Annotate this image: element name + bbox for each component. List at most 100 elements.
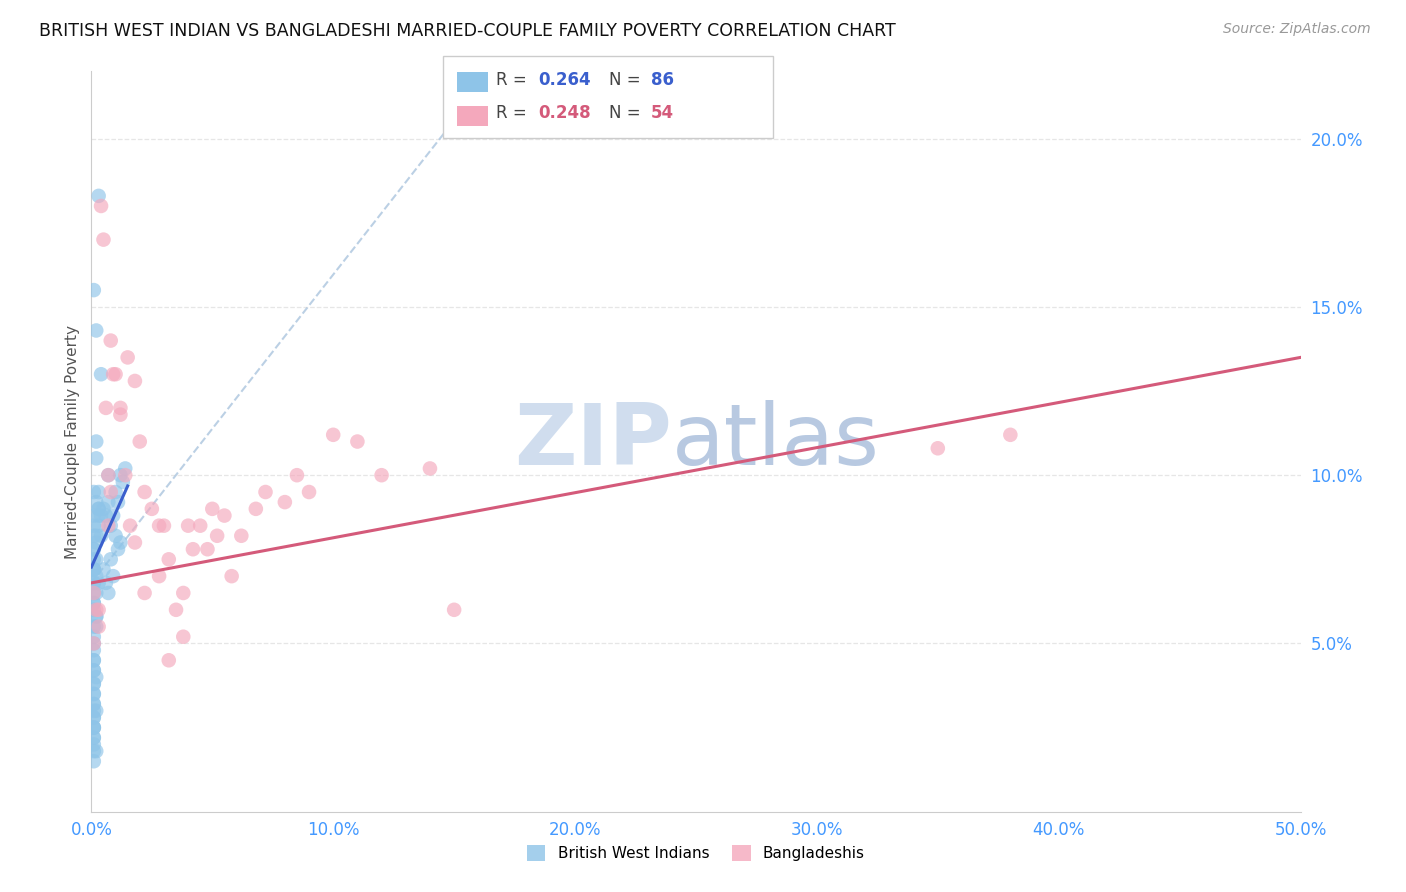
Point [84, 744, 107, 758]
Point [90, 199, 112, 213]
Point [172, 586, 194, 600]
Point [100, 552, 122, 566]
Point [104, 368, 127, 382]
Point [148, 569, 170, 583]
Point [94, 508, 117, 523]
Point [83, 508, 105, 523]
Point [107, 542, 129, 557]
Text: 54: 54 [651, 104, 673, 122]
Point [83, 603, 105, 617]
Point [83, 596, 105, 610]
Point [83, 575, 105, 590]
Point [83, 664, 105, 678]
Point [93, 562, 115, 576]
Point [84, 495, 107, 509]
Point [927, 442, 949, 456]
Point [114, 461, 136, 475]
Point [83, 710, 105, 724]
Point [84, 704, 107, 718]
Text: 86: 86 [651, 71, 673, 89]
Point [370, 468, 392, 483]
Point [83, 552, 105, 566]
Point [83, 596, 105, 610]
Point [83, 687, 105, 701]
Point [87, 501, 110, 516]
Point [84, 451, 107, 466]
Point [443, 603, 465, 617]
Point [83, 677, 105, 691]
Point [84, 609, 107, 624]
Text: BRITISH WEST INDIAN VS BANGLADESHI MARRIED-COUPLE FAMILY POVERTY CORRELATION CHA: BRITISH WEST INDIAN VS BANGLADESHI MARRI… [39, 22, 896, 40]
Point [254, 485, 277, 500]
Point [83, 744, 105, 758]
Point [87, 189, 110, 203]
Point [148, 518, 170, 533]
Point [90, 508, 112, 523]
Point [134, 485, 156, 500]
Point [346, 434, 368, 449]
Point [83, 643, 105, 657]
Point [285, 468, 308, 483]
Point [245, 501, 267, 516]
Point [419, 461, 441, 475]
Point [322, 427, 344, 442]
Point [83, 731, 105, 745]
Point [87, 485, 110, 500]
Point [84, 552, 107, 566]
Point [84, 603, 107, 617]
Point [87, 575, 110, 590]
Point [83, 731, 105, 745]
Text: ZIP: ZIP [515, 400, 672, 483]
Point [201, 501, 224, 516]
Point [83, 653, 105, 667]
Point [177, 518, 200, 533]
Point [83, 562, 105, 576]
Point [90, 529, 112, 543]
Text: R =: R = [496, 104, 533, 122]
Point [172, 630, 194, 644]
Point [214, 508, 236, 523]
Point [107, 495, 129, 509]
Point [97, 495, 120, 509]
Point [101, 508, 124, 523]
Point [111, 475, 134, 489]
Point [84, 609, 107, 624]
Point [114, 468, 136, 483]
Point [83, 664, 105, 678]
Point [97, 518, 120, 533]
Point [274, 495, 297, 509]
Point [83, 754, 105, 768]
Point [93, 501, 115, 516]
Point [83, 677, 105, 691]
Text: N =: N = [609, 71, 645, 89]
Point [83, 529, 105, 543]
Point [104, 485, 127, 500]
Point [141, 501, 163, 516]
Point [83, 697, 105, 711]
Point [84, 434, 107, 449]
Point [84, 569, 107, 583]
Point [100, 485, 122, 500]
Point [124, 535, 146, 549]
Text: N =: N = [609, 104, 645, 122]
Point [83, 721, 105, 735]
Point [83, 619, 105, 633]
Point [83, 586, 105, 600]
Point [84, 535, 107, 549]
Point [93, 233, 115, 247]
Point [87, 619, 110, 633]
Text: 0.264: 0.264 [538, 71, 591, 89]
Point [83, 738, 105, 752]
Point [87, 603, 110, 617]
Point [231, 529, 253, 543]
Point [83, 721, 105, 735]
Point [84, 619, 107, 633]
Point [181, 542, 204, 557]
Point [110, 535, 132, 549]
Point [84, 670, 107, 684]
Point [83, 542, 105, 557]
Point [83, 630, 105, 644]
Point [97, 468, 120, 483]
Point [83, 542, 105, 557]
Point [87, 508, 110, 523]
